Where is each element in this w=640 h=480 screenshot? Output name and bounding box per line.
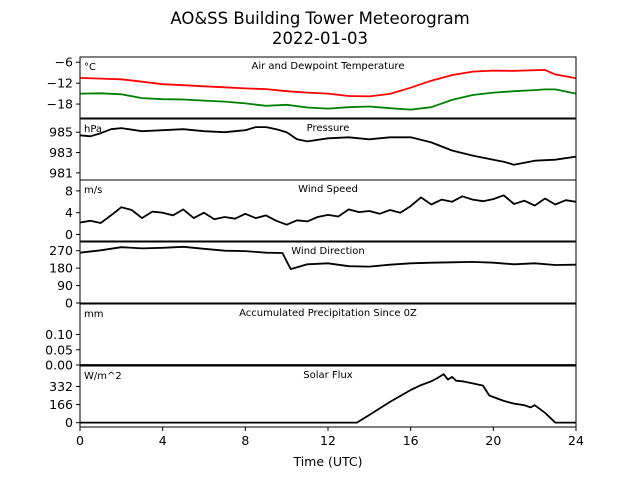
y-tick-label: −6 [55, 55, 73, 70]
x-tick-label: 8 [241, 433, 249, 448]
x-tick-label: 0 [76, 433, 84, 448]
y-tick-label: 0.10 [45, 327, 73, 342]
y-tick-label: 983 [49, 145, 73, 160]
x-tick-label: 20 [485, 433, 501, 448]
unit-label: W/m^2 [84, 371, 122, 382]
panel-title: Wind Direction [291, 246, 365, 257]
panel-4: 270 180 90 0 Wind Direction [49, 241, 577, 311]
y-tick-label: 4 [65, 205, 73, 220]
panel-title: Solar Flux [303, 370, 353, 381]
unit-label: mm [84, 309, 103, 320]
panels: −6 −12 −18 °C Air and Dewpoint Temperature 98… [45, 55, 577, 430]
series-line-1 [79, 245, 577, 271]
y-tick-label: 332 [49, 379, 73, 394]
chart-date: 2022-01-03 [272, 29, 368, 48]
unit-label: hPa [84, 124, 102, 135]
panel-frame [79, 56, 577, 119]
x-axis-label: Time (UTC) [292, 454, 362, 469]
x-tick-label: 16 [403, 433, 419, 448]
y-tick-label: 981 [49, 165, 73, 180]
panel-frame [79, 179, 577, 242]
x-tick-label: 4 [159, 433, 167, 448]
unit-label: °C [84, 62, 96, 73]
panel-3: 8 4 0 m/s Wind Speed [65, 179, 577, 242]
panel-title: Pressure [307, 123, 350, 134]
panel-2: 985 983 981 hPa Pressure [49, 118, 577, 181]
x-axis: 0 4 8 12 16 20 24 [76, 427, 584, 448]
y-tick-label: 8 [65, 183, 73, 198]
series-line-1 [79, 69, 577, 98]
x-tick-label: 12 [320, 433, 336, 448]
x-tick-label: 24 [568, 433, 584, 448]
series-line-1 [79, 126, 577, 166]
panel-5: 0.100.050.00 mm Accumulated Precipitation … [45, 303, 577, 373]
y-tick-label: 0 [65, 415, 73, 430]
y-tick-label: 985 [49, 125, 73, 140]
unit-label: m/s [84, 185, 102, 196]
y-tick-label: 0 [65, 227, 73, 242]
chart-title: AO&SS Building Tower Meteorogram [170, 9, 469, 28]
y-tick-label: −12 [47, 76, 73, 91]
y-tick-label: −18 [47, 97, 73, 112]
panel-title: Accumulated Precipitation Since 0Z [239, 308, 417, 319]
series-line-1 [80, 373, 576, 424]
y-tick-label: 166 [49, 397, 73, 412]
y-tick-label: 0.00 [45, 358, 73, 373]
y-tick-label: 90 [57, 278, 73, 293]
panel-title: Air and Dewpoint Temperature [252, 61, 405, 72]
series-line-1 [79, 194, 577, 226]
y-tick-label: 270 [49, 243, 73, 258]
panel-title: Wind Speed [298, 184, 358, 195]
panel-frame [79, 241, 577, 304]
y-tick-label: 0 [65, 296, 73, 311]
y-tick-label: 180 [49, 261, 73, 276]
panel-6: 332 166 0 W/m^2 Solar Flux [49, 365, 577, 430]
panel-1: −6 −12 −18 °C Air and Dewpoint Temperature [47, 55, 577, 119]
series-line-2 [79, 88, 577, 111]
y-tick-label: 0.05 [45, 342, 73, 357]
